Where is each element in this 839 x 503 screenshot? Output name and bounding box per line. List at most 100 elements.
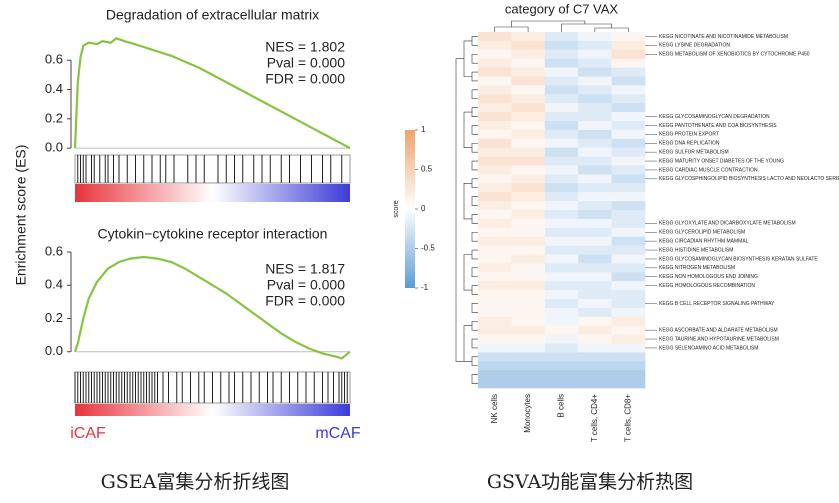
heat-cell	[511, 147, 546, 157]
heat-cell	[478, 183, 512, 193]
heat-cell	[611, 94, 646, 104]
heat-cell	[478, 129, 512, 140]
heat-cell	[511, 192, 546, 202]
chart-title: Cytokin−cytokine receptor interaction	[98, 226, 328, 242]
colorbar-tick-label: -0.5	[421, 244, 435, 253]
heat-cell	[611, 325, 646, 335]
heat-cell	[578, 210, 612, 220]
heat-cell	[478, 370, 512, 380]
heat-cell	[511, 58, 546, 68]
heat-cell	[544, 147, 579, 157]
heat-cell	[478, 85, 512, 95]
row-label: KEGG CARDIAC MUSCLE CONTRACTION	[659, 167, 758, 173]
heat-cell	[478, 361, 512, 371]
row-label: KEGG MATURITY ONSET DIABETES OF THE YOUN…	[659, 158, 784, 164]
heat-cell	[478, 156, 512, 166]
heat-cell	[544, 325, 579, 335]
heat-cell	[511, 201, 546, 211]
heat-cell	[544, 343, 579, 353]
heat-cell	[544, 67, 579, 77]
heat-cell	[478, 343, 512, 353]
column-label: Monocytes	[523, 394, 532, 433]
heat-cell	[511, 85, 546, 95]
y-tick-label: 0.2	[45, 110, 63, 125]
heat-cell	[611, 67, 646, 77]
heat-cell	[511, 67, 546, 77]
heat-cell	[478, 201, 512, 211]
heat-cell	[478, 94, 512, 104]
heat-cell	[611, 112, 646, 122]
heat-cell	[478, 103, 512, 113]
heat-cell	[578, 138, 612, 148]
heat-cell	[478, 379, 512, 389]
heat-cell	[478, 67, 512, 77]
heat-cell	[511, 379, 546, 389]
heat-cell	[578, 156, 612, 166]
y-tick-label: 0.2	[45, 310, 63, 325]
heat-cell	[578, 343, 612, 353]
heat-cell	[578, 263, 612, 273]
heat-cell	[544, 263, 579, 273]
heat-cell	[544, 40, 579, 51]
row-label: KEGG HOMOLOGOUS RECOMBINATION	[659, 283, 755, 289]
row-label: KEGG GLYCEROLIPID METABOLISM	[659, 230, 745, 236]
heat-cell	[611, 361, 646, 371]
heat-cell	[611, 263, 646, 273]
row-label: KEGG CIRCADIAN RHYTHM MAMMAL	[659, 238, 749, 244]
dendrogram-branch	[463, 40, 472, 77]
heat-cell	[478, 352, 512, 362]
heat-cell	[511, 227, 546, 237]
heat-cell	[578, 361, 612, 371]
dendrogram-branch	[471, 71, 478, 82]
dendrogram-branch	[463, 111, 472, 148]
colorbar-tick-label: 0.5	[421, 165, 433, 174]
heat-cell	[511, 316, 546, 326]
heat-cell	[611, 85, 646, 95]
heat-cell	[478, 334, 512, 344]
dendrogram-branch	[494, 20, 629, 32]
heat-cell	[611, 236, 646, 246]
heat-cell	[611, 192, 646, 202]
gradient-label: iCAF	[70, 425, 106, 442]
row-label: KEGG SULFUR METABOLISM	[659, 149, 729, 155]
heat-cell	[511, 307, 546, 318]
colorbar-tick-label: -1	[421, 283, 429, 292]
heat-cell	[544, 183, 579, 193]
heat-cell	[511, 370, 546, 380]
heat-cell	[578, 58, 612, 68]
heat-cell	[611, 156, 646, 166]
stat-annotation: FDR = 0.000	[265, 293, 345, 309]
dendrogram-branch	[471, 214, 478, 224]
dendrogram	[455, 20, 629, 384]
heat-cell	[578, 67, 612, 77]
heat-cell	[511, 281, 546, 291]
heat-cell	[544, 103, 579, 113]
dendrogram-branch	[471, 178, 478, 189]
heat-cell	[544, 352, 579, 362]
heat-cell	[478, 263, 512, 273]
heat-cell	[611, 49, 646, 59]
heat-cell	[544, 85, 579, 95]
stat-annotation: FDR = 0.000	[265, 71, 345, 87]
heat-cell	[544, 156, 579, 166]
dendrogram-branch	[471, 374, 478, 384]
heat-cell	[578, 254, 612, 264]
chart-title: Degradation of extracellular matrix	[106, 7, 319, 23]
heat-cell	[544, 49, 579, 59]
heat-cell	[578, 183, 612, 193]
heat-cell	[544, 138, 579, 148]
heat-cell	[544, 129, 579, 140]
row-label: KEGG GLYCOSAMINOGLYCAN DEGRADATION	[659, 114, 770, 120]
heat-cell	[511, 156, 546, 166]
dendrogram-branch	[471, 125, 478, 135]
heat-cell	[578, 316, 612, 326]
row-label: KEGG LYSINE DEGRADATION	[659, 43, 730, 49]
y-tick-label: 0.6	[45, 243, 63, 258]
heat-cell	[478, 165, 512, 175]
dendrogram-branch	[471, 303, 478, 313]
colorbar-label: score	[393, 200, 400, 217]
heat-cell	[478, 307, 512, 318]
heat-cell	[544, 58, 579, 68]
heat-cell	[511, 40, 546, 51]
